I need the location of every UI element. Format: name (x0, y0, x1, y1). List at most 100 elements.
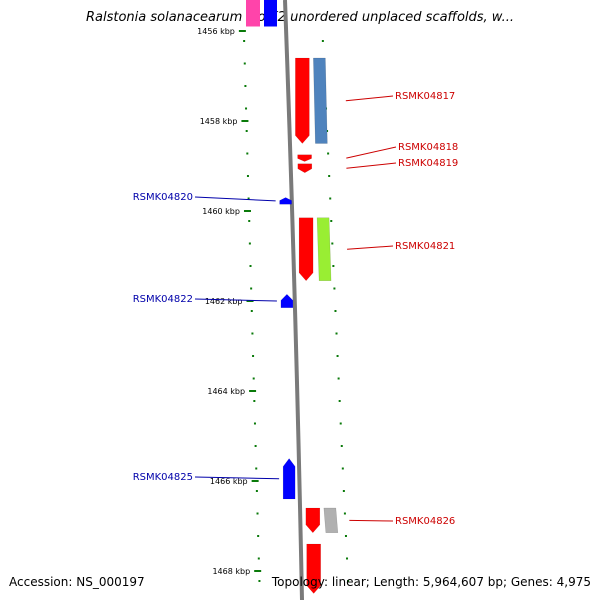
track-dot (334, 310, 337, 312)
track-dot (251, 332, 254, 335)
label-leader (349, 519, 394, 522)
track-dot (257, 557, 260, 560)
gene-arrow[interactable] (297, 163, 313, 174)
axis-label: 1458 kbp (200, 117, 238, 126)
gene-arrow[interactable] (282, 458, 296, 500)
axis-tick (249, 390, 257, 392)
label-leader (347, 245, 394, 250)
label-leader (194, 196, 276, 202)
category-bar (313, 57, 328, 144)
track-dot (245, 107, 248, 110)
gene-arrow[interactable] (264, 0, 277, 27)
track-dot (332, 265, 335, 267)
track-dot (250, 287, 253, 290)
map-title: Ralstonia solanacearum MolK2 unordered u… (85, 10, 514, 25)
track-dot (244, 85, 247, 87)
track-dot (329, 197, 332, 200)
track-dot (338, 400, 341, 402)
track-dot (321, 40, 324, 42)
track-dot (252, 355, 255, 357)
axis-label: 1468 kbp (212, 567, 250, 576)
track-dot (337, 377, 340, 380)
track-dot (328, 175, 331, 177)
gene-arrow[interactable] (280, 293, 294, 308)
track-dot (245, 130, 248, 132)
position-axis: 1456 kbp 1458 kbp 1460 kbp 1462 kbp 1464 kbp… (197, 27, 262, 576)
track-dot (340, 445, 343, 447)
gene-labels: RSMK04817 RSMK04818 RSMK04819 RSMK04820 RSMK… (133, 91, 459, 527)
label-leader (346, 146, 397, 159)
track-dot (330, 220, 333, 222)
axis-label: 1460 kbp (202, 207, 240, 216)
accession-info: Accession: NS_000197 (9, 575, 145, 589)
track-dot (246, 175, 249, 177)
category-bars (313, 57, 339, 533)
gene-arrow[interactable] (297, 154, 312, 162)
genome-stats: Topology: linear; Length: 5,964,607 bp; … (271, 575, 591, 589)
gene-label[interactable]: RSMK04825 (133, 472, 193, 483)
label-leader (345, 95, 394, 102)
gene-label[interactable]: RSMK04826 (395, 516, 455, 527)
track-dot (347, 580, 350, 582)
axis-tick (243, 210, 251, 212)
axis-tick (246, 300, 254, 302)
axis-label: 1466 kbp (210, 477, 248, 486)
gene-label[interactable]: RSMK04819 (398, 158, 458, 169)
axis-tick (238, 30, 246, 32)
track-dot (341, 467, 344, 470)
label-leader (194, 476, 280, 480)
track-dot (335, 332, 338, 335)
track-dot (249, 265, 252, 267)
gene-label[interactable]: RSMK04818 (398, 142, 458, 153)
track-dot (250, 310, 253, 312)
track-dot (243, 40, 246, 42)
track-dot (327, 152, 330, 155)
gene-arrow[interactable] (295, 57, 310, 144)
track-dot (342, 490, 345, 492)
track-dot (247, 197, 250, 200)
gene-arrow[interactable] (306, 543, 321, 594)
gene-arrow[interactable] (246, 0, 260, 27)
track-dot (253, 400, 256, 402)
gene-label[interactable]: RSMK04820 (133, 192, 193, 203)
gene-label[interactable]: RSMK04821 (395, 241, 455, 252)
gene-features (246, 0, 321, 594)
track-dot (333, 287, 336, 290)
track-dot (257, 535, 260, 537)
track-dot (248, 220, 251, 222)
track-dot (346, 557, 349, 560)
category-bar (316, 217, 332, 281)
gene-arrow[interactable] (305, 507, 321, 534)
track-dot (254, 445, 257, 447)
gene-arrow[interactable] (298, 217, 314, 282)
track-dot (252, 377, 255, 380)
track-dot (336, 355, 339, 357)
label-leader (346, 162, 397, 169)
track-dot (256, 512, 259, 515)
track-dot (331, 242, 334, 245)
axis-label: 1456 kbp (197, 27, 235, 36)
track-dot (243, 62, 246, 65)
track-dot (255, 467, 258, 470)
axis-label: 1462 kbp (205, 297, 243, 306)
chromosome-backbone (283, 0, 304, 600)
track-dot (344, 535, 347, 537)
track-dot (255, 490, 258, 492)
category-bar (323, 507, 339, 533)
gene-label[interactable]: RSMK04817 (395, 91, 455, 102)
axis-tick (251, 480, 259, 482)
axis-tick (241, 120, 249, 122)
axis-tick (254, 570, 262, 572)
gene-label[interactable]: RSMK04822 (133, 294, 193, 305)
gene-arrow[interactable] (279, 197, 292, 205)
track-dot (258, 580, 261, 582)
track-dot (246, 152, 249, 155)
track-dot (326, 130, 329, 132)
track-dot (253, 422, 256, 425)
track-dot (248, 242, 251, 245)
axis-label: 1464 kbp (207, 387, 245, 396)
track-dot (343, 512, 346, 515)
label-leader (194, 298, 277, 302)
